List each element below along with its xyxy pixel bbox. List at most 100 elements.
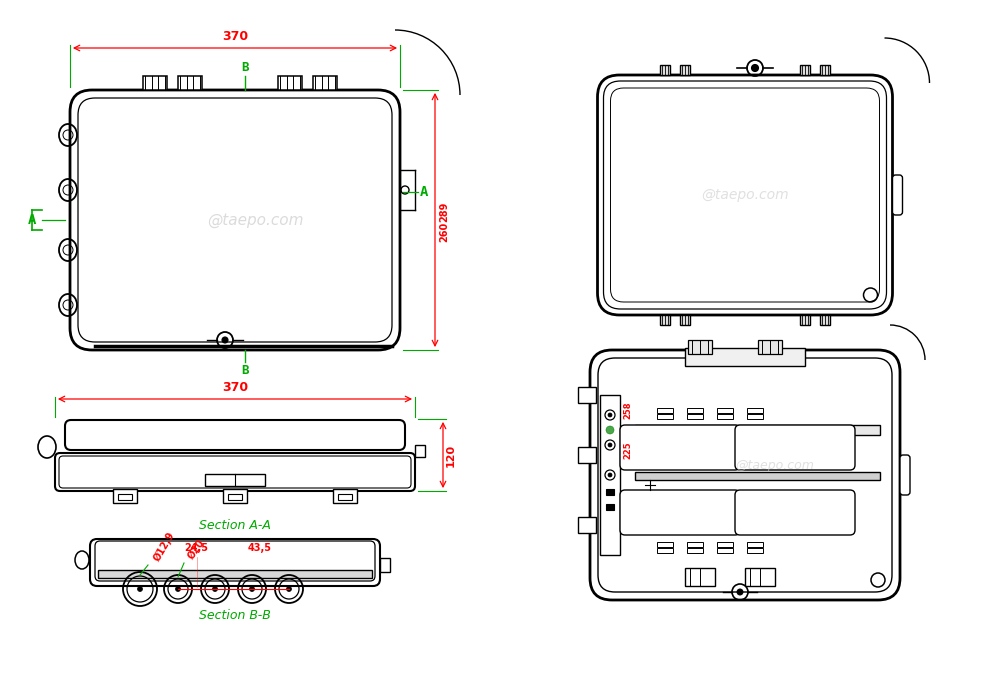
Bar xyxy=(686,548,703,553)
Text: 289: 289 xyxy=(438,202,448,222)
Circle shape xyxy=(137,587,142,591)
Bar xyxy=(277,76,302,90)
Text: 370: 370 xyxy=(222,30,248,43)
Bar xyxy=(746,542,762,547)
Bar xyxy=(686,542,703,547)
FancyBboxPatch shape xyxy=(900,455,910,495)
Bar xyxy=(578,447,595,463)
Bar xyxy=(599,395,619,555)
Bar xyxy=(634,472,879,480)
Text: A: A xyxy=(28,213,37,227)
Text: Ø20: Ø20 xyxy=(186,537,207,561)
Circle shape xyxy=(222,337,228,343)
Bar xyxy=(717,548,733,553)
Text: Section B-B: Section B-B xyxy=(199,609,270,622)
FancyBboxPatch shape xyxy=(55,453,414,491)
FancyBboxPatch shape xyxy=(619,425,740,470)
Bar xyxy=(656,414,672,419)
Bar xyxy=(97,570,372,578)
Text: 258: 258 xyxy=(622,401,631,418)
Bar xyxy=(687,340,712,354)
Bar xyxy=(659,315,669,325)
Bar xyxy=(686,408,703,413)
Bar xyxy=(746,408,762,413)
Bar xyxy=(799,315,809,325)
Text: 120: 120 xyxy=(445,443,455,466)
FancyBboxPatch shape xyxy=(597,358,891,592)
Bar xyxy=(634,425,879,435)
Bar xyxy=(746,414,762,419)
Bar xyxy=(578,517,595,533)
Bar xyxy=(113,489,137,503)
Text: 43,5: 43,5 xyxy=(248,543,271,553)
Circle shape xyxy=(607,443,611,447)
Circle shape xyxy=(737,589,743,595)
FancyBboxPatch shape xyxy=(78,98,392,342)
Text: B: B xyxy=(241,61,248,74)
Bar xyxy=(745,568,774,586)
Bar xyxy=(118,494,132,500)
FancyBboxPatch shape xyxy=(619,490,740,535)
Bar xyxy=(380,558,390,572)
Text: A: A xyxy=(419,185,428,199)
FancyBboxPatch shape xyxy=(65,420,405,450)
Bar xyxy=(659,65,669,75)
Circle shape xyxy=(249,587,254,591)
Text: Section A-A: Section A-A xyxy=(199,519,270,532)
Bar xyxy=(143,76,167,90)
Bar xyxy=(686,414,703,419)
Bar xyxy=(819,65,829,75)
FancyBboxPatch shape xyxy=(735,490,854,535)
Text: 370: 370 xyxy=(222,381,248,394)
Bar xyxy=(717,408,733,413)
Bar xyxy=(223,489,247,503)
Text: @taepo.com: @taepo.com xyxy=(735,458,814,472)
FancyBboxPatch shape xyxy=(735,425,854,470)
Bar xyxy=(656,548,672,553)
Text: @taepo.com: @taepo.com xyxy=(701,188,788,202)
Bar xyxy=(684,348,804,366)
Bar xyxy=(679,315,689,325)
Bar xyxy=(819,315,829,325)
Bar xyxy=(717,414,733,419)
Circle shape xyxy=(605,426,613,434)
FancyBboxPatch shape xyxy=(94,541,375,581)
Bar xyxy=(717,542,733,547)
Text: Ø12,9: Ø12,9 xyxy=(152,530,177,563)
FancyBboxPatch shape xyxy=(589,350,900,600)
Bar xyxy=(679,65,689,75)
FancyBboxPatch shape xyxy=(89,539,380,586)
FancyBboxPatch shape xyxy=(59,456,411,488)
Bar xyxy=(414,445,424,457)
Bar xyxy=(578,387,595,403)
Bar xyxy=(313,76,337,90)
Bar xyxy=(605,504,613,510)
Circle shape xyxy=(213,587,218,591)
Text: 225: 225 xyxy=(622,441,631,459)
Circle shape xyxy=(175,587,180,591)
FancyBboxPatch shape xyxy=(892,175,902,215)
Bar xyxy=(656,542,672,547)
Bar xyxy=(178,76,202,90)
Circle shape xyxy=(286,587,291,591)
Bar xyxy=(605,489,613,495)
FancyBboxPatch shape xyxy=(70,90,400,350)
Bar xyxy=(757,340,781,354)
Bar xyxy=(656,408,672,413)
Bar xyxy=(746,548,762,553)
Text: 260: 260 xyxy=(438,222,448,242)
Circle shape xyxy=(750,65,757,72)
Bar xyxy=(799,65,809,75)
FancyBboxPatch shape xyxy=(610,88,879,302)
Circle shape xyxy=(607,413,611,417)
Text: B: B xyxy=(241,364,248,377)
Bar xyxy=(228,494,242,500)
FancyBboxPatch shape xyxy=(597,75,892,315)
Bar xyxy=(333,489,357,503)
FancyBboxPatch shape xyxy=(603,81,886,309)
Text: 24,5: 24,5 xyxy=(184,543,209,553)
Bar xyxy=(338,494,352,500)
Circle shape xyxy=(607,473,611,477)
Bar xyxy=(205,474,264,486)
Bar xyxy=(684,568,715,586)
